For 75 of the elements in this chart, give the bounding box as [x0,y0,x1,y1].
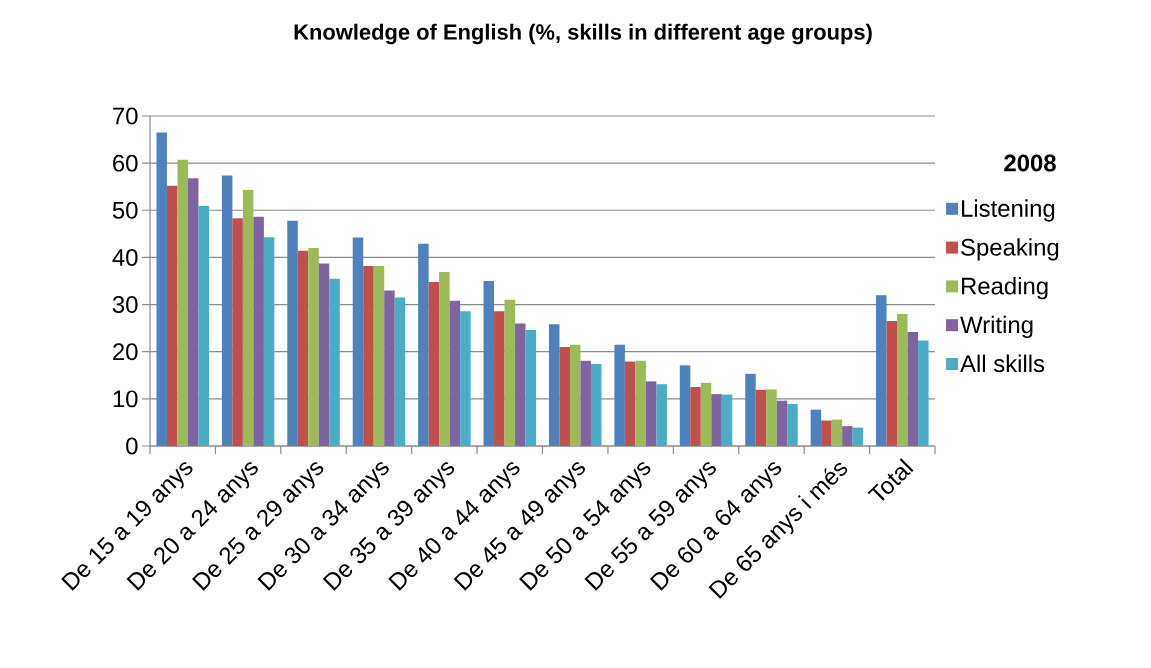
y-tick-label: 20 [113,343,138,361]
bar [821,420,832,446]
y-tick-label: 30 [112,296,138,314]
bar [656,384,667,446]
y-tick-label: 60 [113,154,138,172]
bar [504,299,516,446]
bar [177,159,188,446]
bar [428,281,440,446]
bar [831,419,843,446]
bar [810,409,822,446]
y-tick-label: 70 [113,107,138,125]
bar [679,365,691,446]
bar [439,272,450,446]
legend-label: Speaking [961,238,1059,261]
bar [755,389,767,446]
bar [352,237,364,446]
bar [232,218,243,446]
legend-title: 2008 [1004,154,1056,172]
bar [418,243,429,446]
chart-title: Knowledge of English (%, skills in different age groups) [294,23,872,45]
bar [548,324,560,446]
bar [166,185,178,446]
bar [373,265,385,446]
bar [363,265,374,446]
y-tick-label: 0 [126,437,138,455]
legend-label: Writing [960,315,1033,339]
bar [384,290,395,446]
legend-label: Listening [962,199,1055,222]
y-tick-label: 10 [113,390,138,408]
bar [569,344,581,446]
bar [297,250,309,446]
bar [745,373,756,446]
bar [253,216,264,446]
bar [580,360,591,446]
bar [700,382,712,446]
bar [394,297,406,446]
bar [263,237,275,446]
bar [721,394,733,446]
bar [308,247,319,446]
bar [242,190,254,446]
bar [852,427,864,446]
y-tick-label: 50 [112,201,138,219]
bar [221,175,233,446]
y-tick-label: 40 [112,248,138,266]
bar [525,330,537,446]
bar [559,346,570,446]
bar [690,387,701,446]
bar [287,220,298,446]
bar [645,381,657,446]
bar [918,340,929,446]
bar [198,206,209,446]
bar [711,394,722,446]
bar [318,263,330,446]
bar [156,132,167,446]
bar [515,323,526,446]
bar [624,361,636,446]
bar [787,404,798,446]
bar [897,313,908,446]
bar [187,178,199,446]
bar [766,389,777,446]
bar [449,300,461,446]
bar [494,311,505,446]
bar [907,331,919,446]
bar [776,400,788,446]
bar [590,363,602,446]
bar [886,321,898,446]
bar [483,280,495,446]
bar [842,426,853,446]
legend-label: All skills [960,354,1045,373]
bar [876,295,887,446]
bar [635,360,646,446]
bar [329,278,340,446]
bar [614,344,625,446]
bar [460,311,471,446]
legend-label: Reading [962,276,1048,300]
